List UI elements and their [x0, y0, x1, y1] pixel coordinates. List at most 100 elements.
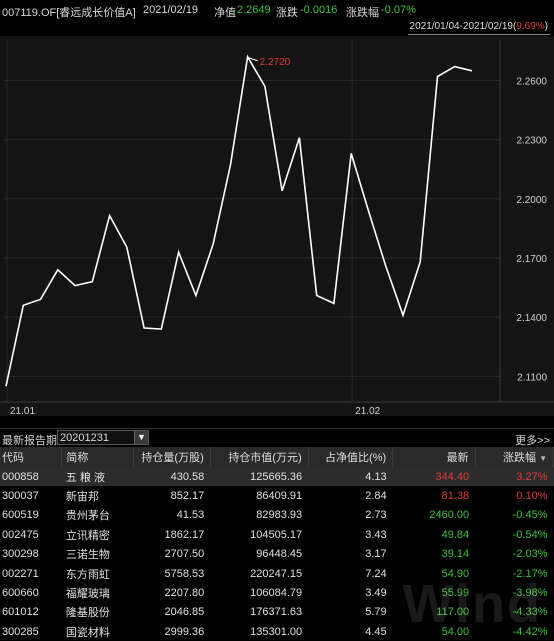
period-return[interactable]: 2021/01/04-2021/02/19(9.69%) — [407, 21, 550, 35]
cell-name: 东方雨虹 — [65, 568, 110, 581]
col-chg[interactable]: 涨跌幅 ▼ — [475, 447, 554, 467]
cell-code: 300298 — [2, 548, 39, 561]
col-name[interactable]: 简称 — [61, 447, 135, 467]
cell-mv: 125665.36 — [210, 467, 309, 487]
cell-ratio: 2.73 — [365, 509, 387, 522]
cell-chg: -4.42% — [512, 625, 548, 638]
chevron-down-icon[interactable]: ▼ — [134, 431, 148, 444]
nav-value: 2.2649 — [237, 4, 271, 16]
max-value-label: 2.2720 — [260, 57, 291, 68]
cell-mv: 176371.63 — [250, 606, 303, 619]
cell-mv: 86409.91 — [256, 490, 303, 503]
y-tick-label: 2.1700 — [516, 254, 547, 265]
x-tick-label: 21.02 — [355, 406, 380, 416]
nav-line-chart[interactable]: 2.2600 2.2300 2.2000 2.1700 2.1400 2.1100 21.0… — [0, 36, 554, 416]
cell-chg: -2.03% — [512, 548, 548, 561]
cell-mv: 104505.17 — [250, 528, 303, 541]
period-range: 2021/01/04-2021/02/19 — [409, 21, 513, 32]
more-link[interactable]: 更多>> — [515, 435, 550, 447]
table-row[interactable]: 002475 立讯精密 1862.17 104505.17 3.43 49.84 -0.54… — [0, 525, 554, 544]
y-tick-label: 2.2300 — [516, 136, 547, 147]
report-period-label: 最新报告期 — [2, 435, 57, 447]
report-period-select[interactable]: 20201231 ▼ — [57, 430, 149, 445]
cell-name: 福耀玻璃 — [65, 588, 110, 601]
cell-code: 600519 — [2, 509, 39, 522]
cell-qty: 2999.36 — [164, 625, 205, 638]
table-header-row: 代码 简称 持仓量(万股) 持仓市值(万元) 占净值比(%) 最新 涨跌幅 ▼ — [0, 447, 554, 467]
cell-qty: 1862.17 — [164, 528, 205, 541]
cell-name: 隆基股份 — [65, 607, 110, 620]
col-ratio[interactable]: 占净值比(%) — [308, 447, 394, 467]
table-row[interactable]: 000858 五 粮 液 430.58 125665.36 4.13 344.40 3.27… — [0, 467, 554, 487]
cell-ratio: 4.13 — [308, 467, 393, 487]
fund-title: 007119.OF[睿远成长价值A] — [2, 7, 136, 19]
cell-last: 54.00 — [441, 625, 470, 638]
cell-ratio: 5.79 — [365, 606, 387, 619]
cell-qty: 2707.50 — [164, 548, 205, 561]
cell-last: 39.14 — [441, 548, 470, 561]
cell-name: 五 粮 液 — [61, 467, 134, 487]
y-tick-label: 2.2000 — [516, 195, 547, 206]
cell-last: 49.84 — [441, 528, 470, 541]
cell-ratio: 2.84 — [365, 490, 387, 503]
table-row[interactable]: 600519 贵州茅台 41.53 82983.93 2.73 2460.00 -0.45% — [0, 506, 554, 525]
nav-series-line — [5, 54, 473, 387]
col-mv[interactable]: 持仓市值(万元) — [210, 447, 309, 467]
sort-desc-icon[interactable]: ▼ — [539, 454, 547, 463]
cell-chg: -4.33% — [512, 606, 548, 619]
quote-date: 2021/02/19 — [143, 4, 199, 16]
range-bar: 2021/01/04-2021/02/19(9.69%) — [0, 20, 554, 36]
table-row[interactable]: 601012 隆基股份 2046.85 176371.63 5.79 117.00 -4.3… — [0, 603, 554, 622]
cell-last: 81.38 — [441, 490, 470, 503]
cell-name: 新宙邦 — [65, 491, 99, 504]
cell-chg: 0.10% — [516, 490, 548, 503]
cell-qty: 41.53 — [176, 509, 205, 522]
cell-code: 002475 — [2, 528, 39, 541]
cell-chg: -0.45% — [512, 509, 548, 522]
cell-code: 601012 — [2, 606, 39, 619]
cell-ratio: 7.24 — [365, 567, 387, 580]
cell-name: 贵州茅台 — [65, 510, 110, 523]
cell-ratio: 3.43 — [365, 528, 387, 541]
cell-chg: -2.17% — [512, 567, 548, 580]
cell-ratio: 4.45 — [365, 625, 387, 638]
table-row[interactable]: 002271 东方雨虹 5758.53 220247.15 7.24 54.90 -2.17… — [0, 564, 554, 583]
cell-ratio: 3.17 — [365, 548, 387, 561]
cell-name: 立讯精密 — [65, 529, 110, 542]
cell-qty: 2046.85 — [164, 606, 205, 619]
table-row[interactable]: 300037 新宙邦 852.17 86409.91 2.84 81.38 0.10% — [0, 486, 554, 505]
cell-name: 国瓷材料 — [65, 626, 110, 639]
y-tick-label: 2.2600 — [516, 76, 547, 87]
cell-qty: 5758.53 — [164, 567, 205, 580]
table-row[interactable]: 600660 福耀玻璃 2207.80 106084.79 3.49 55.99 -3.98… — [0, 583, 554, 602]
cell-last: 344.40 — [392, 467, 476, 487]
y-tick-label: 2.1400 — [516, 313, 547, 324]
col-last[interactable]: 最新 — [392, 447, 476, 467]
cell-qty: 2207.80 — [164, 587, 205, 600]
cell-last: 117.00 — [436, 606, 470, 619]
change-pct-value: -0.07% — [381, 4, 416, 16]
cell-mv: 135301.00 — [250, 625, 303, 638]
cell-name: 三诺生物 — [65, 549, 110, 562]
max-marker-arrow — [248, 57, 258, 62]
table-row[interactable]: 300298 三诺生物 2707.50 96448.45 3.17 39.14 -2.03% — [0, 545, 554, 564]
report-period-value: 20201231 — [60, 432, 109, 444]
cell-code: 300285 — [2, 625, 39, 638]
x-tick-label: 21.01 — [10, 406, 35, 416]
cell-ratio: 3.49 — [365, 587, 387, 600]
cell-mv: 82983.93 — [256, 509, 303, 522]
cell-chg: 3.27% — [475, 467, 554, 487]
cell-qty: 430.58 — [133, 467, 211, 487]
col-qty[interactable]: 持仓量(万股) — [133, 447, 211, 467]
cell-last: 54.90 — [441, 567, 470, 580]
cell-code: 002271 — [2, 567, 39, 580]
cell-chg: -3.98% — [512, 587, 548, 600]
cell-mv: 96448.45 — [256, 548, 303, 561]
cell-last: 55.99 — [441, 587, 470, 600]
holdings-table: 代码 简称 持仓量(万股) 持仓市值(万元) 占净值比(%) 最新 涨跌幅 ▼ … — [0, 447, 554, 641]
y-tick-label: 2.1100 — [517, 372, 547, 383]
nav-label: 净值 — [214, 7, 236, 19]
table-row[interactable]: 300285 国瓷材料 2999.36 135301.00 4.45 54.00 -4.42… — [0, 622, 554, 641]
report-period-bar: 最新报告期 20201231 ▼ 更多>> — [0, 428, 554, 447]
col-code[interactable]: 代码 — [0, 447, 63, 467]
